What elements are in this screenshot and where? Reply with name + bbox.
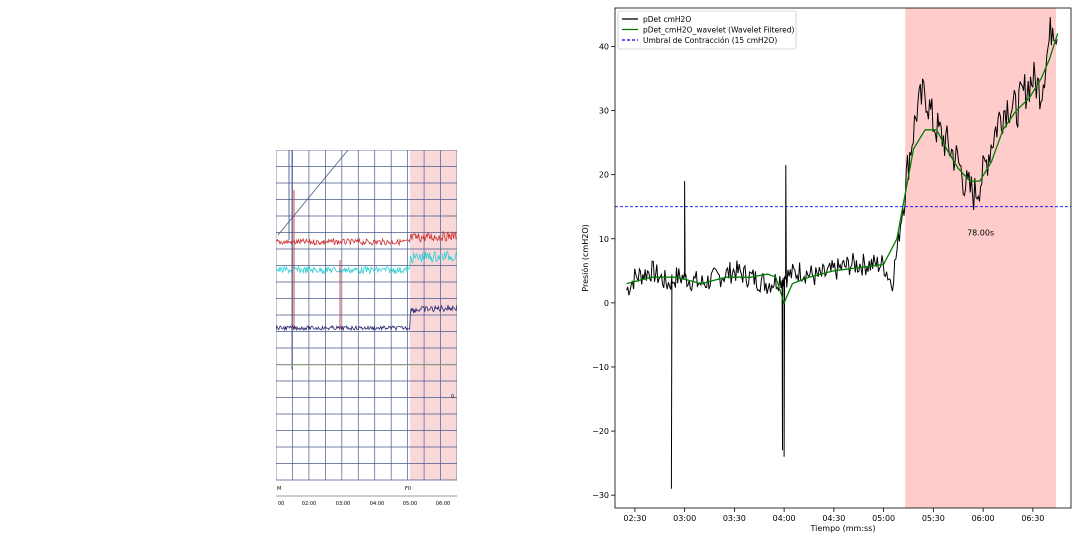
left-edge-mark: 0. <box>451 394 456 400</box>
left-x-tick-label: 00 <box>278 501 284 507</box>
legend-box <box>617 10 797 50</box>
x-tick-label: 03:30 <box>723 514 746 523</box>
left-red-trace <box>276 230 457 246</box>
y-tick-label: 40 <box>599 42 609 51</box>
left-marker-label: M <box>277 486 281 492</box>
x-tick-label: 05:30 <box>922 514 945 523</box>
series-line-0 <box>626 17 1058 489</box>
contraction-region <box>905 8 1057 508</box>
y-tick-label: −20 <box>592 427 609 436</box>
left-marker-label: F0 <box>405 486 411 492</box>
legend-entry-1: pDet_cmH2O_wavelet (Wavelet Filtered) <box>643 26 794 35</box>
series-line-1 <box>626 33 1059 305</box>
y-tick-label: −30 <box>592 491 609 500</box>
left-x-tick-label: 04:00 <box>370 501 384 507</box>
x-tick-label: 04:30 <box>822 514 845 523</box>
x-tick-label: 06:00 <box>972 514 995 523</box>
left-x-axis: 00 02:00 03:00 04:00 05:00 06:00 M F0 0. <box>276 394 457 507</box>
left-grid <box>276 150 457 481</box>
x-tick-label: 06:30 <box>1021 514 1044 523</box>
y-tick-label: 0 <box>604 299 609 308</box>
y-tick-label: 10 <box>599 235 609 244</box>
y-axis-label: Presión (cmH2O) <box>580 224 590 291</box>
y-tick-label: 30 <box>599 107 609 116</box>
x-axis-label: Tiempo (mm:ss) <box>810 524 876 533</box>
x-tick-label: 03:00 <box>673 514 696 523</box>
duration-label: 78.00s <box>967 228 994 237</box>
left-x-tick-label: 02:00 <box>302 501 316 507</box>
left-diagonal-trace <box>277 150 349 236</box>
left-cyan-trace <box>276 250 457 275</box>
legend: pDet cmH2O pDet_cmH2O_wavelet (Wavelet Fi… <box>617 10 797 50</box>
left-x-tick-label: 06:00 <box>436 501 450 507</box>
x-tick-label: 05:00 <box>872 514 895 523</box>
y-tick-label: −10 <box>592 363 609 372</box>
left-x-tick-label: 03:00 <box>336 501 350 507</box>
legend-entry-0: pDet cmH2O <box>643 15 691 24</box>
x-tick-label: 02:30 <box>623 514 646 523</box>
y-tick-label: 20 <box>599 171 609 180</box>
left-overview-chart: 00 02:00 03:00 04:00 05:00 06:00 M F0 0. <box>276 150 457 507</box>
legend-entry-2: Umbral de Contracción (15 cmH2O) <box>643 36 777 45</box>
left-traces <box>276 150 457 370</box>
left-x-tick-label: 05:00 <box>403 501 417 507</box>
pressure-chart: 78.00s 02:30 03:00 03:30 04:00 04:30 05:00 05:… <box>580 7 1072 533</box>
x-tick-label: 04:00 <box>773 514 796 523</box>
plot-frame <box>614 7 1072 509</box>
left-navy-trace <box>276 304 457 332</box>
